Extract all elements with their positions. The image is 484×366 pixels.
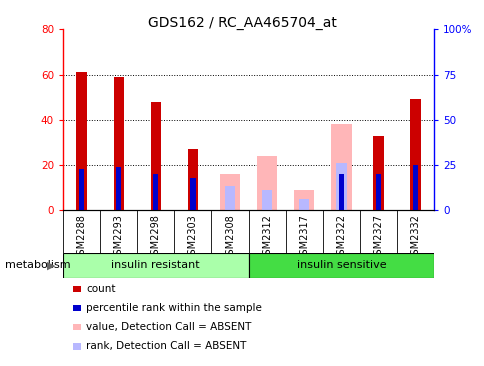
Text: GDS162 / RC_AA465704_at: GDS162 / RC_AA465704_at — [148, 16, 336, 30]
Bar — [225, 186, 235, 210]
Bar — [412, 165, 417, 210]
Text: GSM2312: GSM2312 — [261, 214, 272, 261]
Text: GSM2332: GSM2332 — [409, 214, 420, 261]
Text: GSM2288: GSM2288 — [76, 214, 87, 261]
Text: GSM2327: GSM2327 — [373, 214, 383, 261]
Text: GSM2308: GSM2308 — [225, 214, 235, 261]
Text: ▶: ▶ — [47, 260, 56, 270]
Bar — [338, 174, 343, 210]
Bar — [299, 199, 309, 210]
Text: value, Detection Call = ABSENT: value, Detection Call = ABSENT — [86, 322, 251, 332]
Text: count: count — [86, 284, 116, 294]
Bar — [219, 174, 240, 210]
Text: insulin sensitive: insulin sensitive — [296, 260, 385, 270]
Bar — [79, 169, 84, 210]
Bar — [76, 72, 87, 210]
Text: GSM2293: GSM2293 — [113, 214, 123, 261]
Text: GSM2298: GSM2298 — [151, 214, 161, 261]
Bar — [190, 178, 195, 210]
Bar — [113, 77, 123, 210]
Bar — [153, 174, 158, 210]
Text: rank, Detection Call = ABSENT: rank, Detection Call = ABSENT — [86, 341, 246, 351]
Text: GSM2317: GSM2317 — [299, 214, 309, 261]
Bar — [116, 167, 121, 210]
Bar — [335, 163, 346, 210]
Text: insulin resistant: insulin resistant — [111, 260, 200, 270]
Text: GSM2322: GSM2322 — [335, 214, 346, 261]
Text: metabolism: metabolism — [5, 260, 70, 270]
Bar — [257, 156, 277, 210]
Bar — [409, 100, 420, 210]
Bar — [331, 124, 351, 210]
Bar — [261, 190, 272, 210]
Bar — [248, 253, 433, 278]
Bar — [373, 136, 383, 210]
Bar — [63, 253, 248, 278]
Bar — [187, 149, 197, 210]
Bar — [375, 174, 380, 210]
Text: GSM2303: GSM2303 — [187, 214, 197, 261]
Bar — [293, 190, 314, 210]
Text: percentile rank within the sample: percentile rank within the sample — [86, 303, 262, 313]
Bar — [151, 102, 161, 210]
